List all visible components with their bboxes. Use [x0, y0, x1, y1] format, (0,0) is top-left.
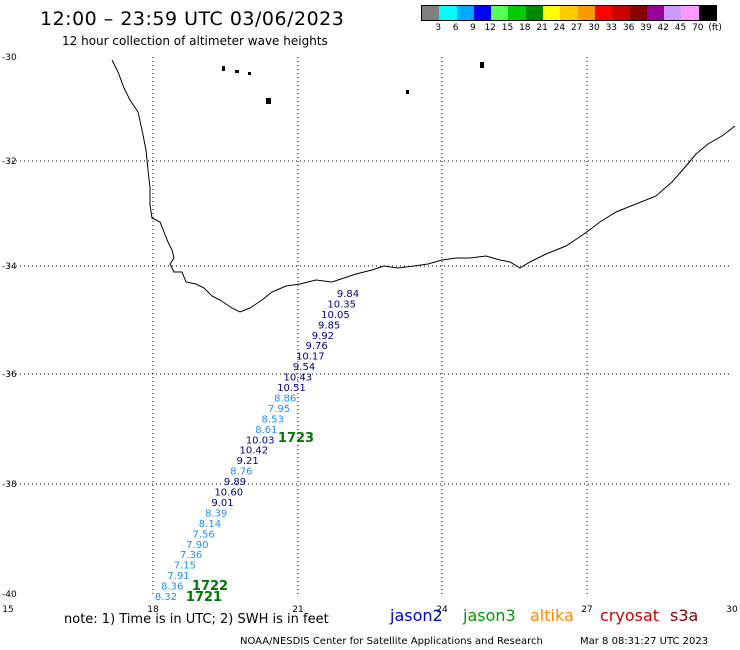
wave-height-reading: 10.51 [277, 383, 306, 394]
colorbar-swatch [491, 6, 509, 20]
satellite-legend-item: altika [530, 606, 574, 625]
track-time-label: 1721 [186, 590, 222, 605]
credit-text: NOAA/NESDIS Center for Satellite Applica… [240, 636, 543, 647]
colorbar-swatch [594, 6, 613, 20]
colorbar-label: 42 [657, 23, 669, 33]
colorbar-swatch [612, 6, 630, 20]
wave-height-reading: 8.36 [161, 582, 183, 593]
wave-height-reading: 8.86 [274, 393, 296, 404]
wave-height-reading: 10.43 [283, 373, 312, 384]
wave-height-reading: 7.90 [186, 540, 208, 551]
colorbar-swatch [664, 6, 682, 20]
colorbar-swatch [456, 6, 474, 20]
wave-height-reading: 9.89 [224, 477, 246, 488]
satellite-legend-item: cryosat [600, 606, 660, 625]
colorbar-swatch [577, 6, 595, 20]
colorbar-label: 18 [519, 23, 531, 33]
longitude-label: 27 [581, 605, 592, 615]
wave-height-colorbar: 3 6 9 12 15 18 21 24 27 30 33 36 39 42 45 70 (ft) [421, 5, 722, 35]
latitude-label: -32 [2, 157, 17, 167]
colorbar-swatch [646, 6, 665, 20]
satellite-legend-item: jason2 [390, 606, 443, 625]
wave-height-reading: 8.61 [255, 425, 277, 436]
altimeter-track: 9.8410.3510.059.859.929.7610.179.5410.43… [155, 289, 359, 605]
wave-height-reading: 9.84 [337, 289, 359, 300]
wave-height-reading: 9.21 [236, 456, 258, 467]
colorbar-swatch [422, 6, 440, 20]
colorbar-swatch [543, 6, 561, 20]
wave-height-reading: 10.05 [321, 310, 350, 321]
map-grid [8, 57, 732, 594]
wave-height-reading: 9.54 [293, 362, 315, 373]
colorbar-swatch [508, 6, 526, 20]
wave-height-reading: 10.03 [246, 435, 275, 446]
wave-height-reading: 9.85 [318, 320, 340, 331]
wave-height-reading: 10.35 [327, 299, 356, 310]
colorbar-label: 12 [484, 23, 496, 33]
colorbar-label: 33 [605, 23, 618, 33]
longitude-label: 21 [292, 605, 303, 615]
colorbar-label: 3 [435, 23, 442, 33]
colorbar-label: 27 [570, 23, 583, 33]
coastline [111, 59, 736, 313]
wave-height-reading: 7.91 [167, 571, 189, 582]
wave-height-reading: 7.36 [180, 550, 202, 561]
latitude-label: -36 [2, 370, 17, 380]
wave-height-reading: 8.53 [262, 414, 284, 425]
colorbar-label: 21 [536, 23, 548, 33]
latitude-label: -40 [2, 590, 17, 600]
longitude-label: 15 [2, 605, 13, 615]
colorbar-label: 9 [470, 23, 476, 33]
satellite-legend-item: jason3 [463, 606, 516, 625]
track-time-label: 1723 [278, 431, 314, 446]
colorbar-swatches [421, 5, 718, 21]
colorbar-swatch [629, 6, 647, 20]
wave-height-reading: 7.56 [193, 529, 215, 540]
longitude-label: 18 [147, 605, 159, 615]
wave-height-reading: 7.95 [268, 404, 290, 415]
map-subtitle: 12 hour collection of altimeter wave hei… [62, 34, 328, 48]
colorbar-swatch [439, 6, 457, 20]
colorbar-labels: 3 6 9 12 15 18 21 24 27 30 33 36 39 42 45 70 (ft) [421, 21, 721, 35]
offshore-islands [222, 62, 484, 104]
map-title: 12:00 – 23:59 UTC 03/06/2023 [40, 8, 345, 30]
colorbar-swatch [473, 6, 492, 20]
colorbar-label: 36 [622, 23, 635, 33]
colorbar-swatch [560, 6, 578, 20]
generated-timestamp: Mar 8 08:31:27 UTC 2023 [580, 636, 709, 647]
colorbar-label: 6 [452, 23, 459, 33]
colorbar-swatch [681, 6, 699, 20]
colorbar-swatch [525, 6, 544, 20]
wave-height-reading: 10.60 [214, 488, 243, 499]
longitude-label: 30 [726, 605, 738, 615]
wave-height-reading: 10.42 [240, 446, 269, 457]
wave-height-reading: 9.76 [305, 341, 327, 352]
colorbar-label: 30 [588, 23, 600, 33]
wave-height-reading: 9.92 [312, 331, 334, 342]
latitude-label: -34 [2, 262, 17, 272]
longitude-label: 24 [436, 605, 448, 615]
colorbar-label: (ft) [708, 23, 722, 33]
colorbar-label: 39 [640, 23, 652, 33]
wave-height-reading: 8.32 [155, 592, 177, 603]
wave-height-reading: 9.01 [211, 498, 233, 509]
latitude-label: -38 [2, 480, 17, 490]
units-note: note: 1) Time is in UTC; 2) SWH is in fe… [64, 612, 329, 627]
colorbar-swatch [698, 6, 717, 20]
satellite-legend-item: s3a [670, 606, 699, 625]
wave-height-reading: 10.17 [296, 352, 325, 363]
axis-labels: 15 18 21 24 27 30 -30 -32 -34 -36 -38 -40 [2, 53, 738, 615]
colorbar-label: 15 [501, 23, 514, 33]
wave-height-reading: 8.14 [199, 519, 221, 530]
wave-height-reading: 7.15 [174, 561, 196, 572]
track-time-label: 1722 [192, 579, 228, 594]
colorbar-label: 45 [674, 23, 687, 33]
latitude-label: -30 [2, 53, 17, 63]
wave-height-reading: 8.39 [205, 508, 227, 519]
colorbar-label: 24 [553, 23, 566, 33]
wave-height-reading: 8.76 [230, 467, 252, 478]
colorbar-label: 70 [692, 23, 704, 33]
